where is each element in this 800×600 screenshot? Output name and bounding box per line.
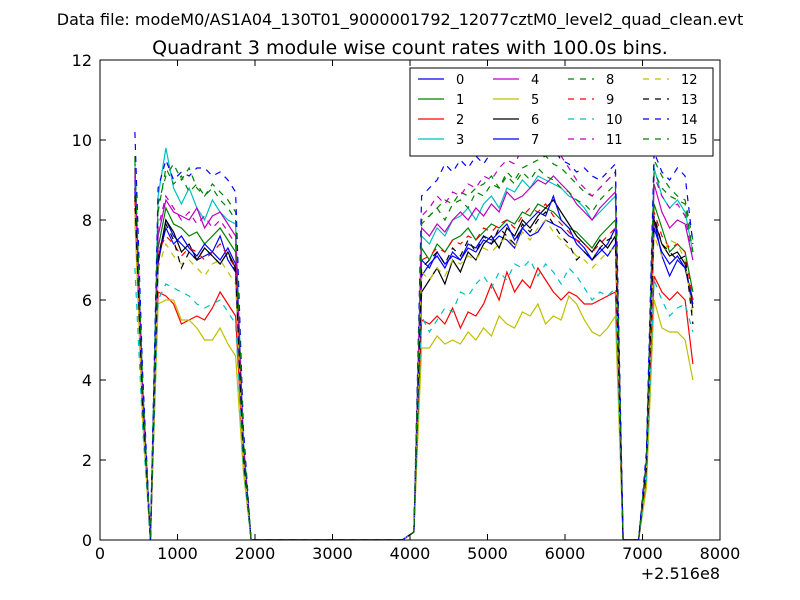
y-tick-label: 2	[82, 451, 92, 470]
series-layer	[134, 106, 694, 540]
series-line-9	[134, 199, 694, 540]
series-line-5	[134, 219, 694, 540]
x-tick-label: 6000	[545, 544, 586, 563]
x-tick-label: 1000	[157, 544, 198, 563]
series-line-2	[134, 207, 694, 540]
legend-label-14: 14	[681, 113, 698, 128]
legend-frame	[409, 67, 714, 157]
legend-label-11: 11	[606, 133, 623, 148]
series-line-13	[134, 195, 694, 540]
x-tick-label: 5000	[467, 544, 508, 563]
x-tick-label: 4000	[390, 544, 431, 563]
x-tick-label: 8000	[700, 544, 741, 563]
legend-label-6: 6	[531, 113, 539, 128]
suptitle: Data file: modeM0/AS1A04_130T01_90000017…	[57, 10, 743, 30]
x-tick-label: 7000	[622, 544, 663, 563]
legend-label-1: 1	[456, 93, 464, 108]
series-line-12	[134, 211, 694, 540]
y-tick-label: 8	[82, 211, 92, 230]
series-line-10	[134, 258, 694, 540]
x-offset-label: +2.516e8	[641, 564, 720, 583]
y-tick-label: 10	[72, 131, 92, 150]
series-line-14	[134, 122, 694, 540]
legend-label-7: 7	[531, 133, 539, 148]
series-line-3	[134, 147, 694, 540]
y-tick-label: 0	[82, 531, 92, 550]
series-line-1	[134, 171, 694, 540]
series-line-4	[134, 167, 694, 540]
ticks-layer: 0 1000 2000 3000 4000 5000 6000 7000 80000246810…	[72, 51, 741, 563]
y-tick-label: 4	[82, 371, 92, 390]
legend-label-5: 5	[531, 93, 539, 108]
x-tick-label: 3000	[312, 544, 353, 563]
series-line-15	[134, 159, 694, 540]
y-tick-label: 12	[72, 51, 92, 70]
legend-label-0: 0	[456, 73, 464, 88]
legend-label-3: 3	[456, 133, 464, 148]
series-line-7	[134, 191, 694, 540]
x-tick-label: 0	[95, 544, 105, 563]
legend-label-8: 8	[606, 73, 614, 88]
legend-label-2: 2	[456, 113, 464, 128]
legend-label-15: 15	[681, 133, 698, 148]
legend-label-4: 4	[531, 73, 539, 88]
legend-label-13: 13	[681, 93, 698, 108]
y-tick-label: 6	[82, 291, 92, 310]
legend-label-9: 9	[606, 93, 614, 108]
series-line-11	[134, 106, 694, 540]
legend-label-12: 12	[681, 73, 698, 88]
x-tick-label: 2000	[235, 544, 276, 563]
chart-title: Quadrant 3 module wise count rates with …	[152, 37, 668, 59]
legend-label-10: 10	[606, 113, 623, 128]
